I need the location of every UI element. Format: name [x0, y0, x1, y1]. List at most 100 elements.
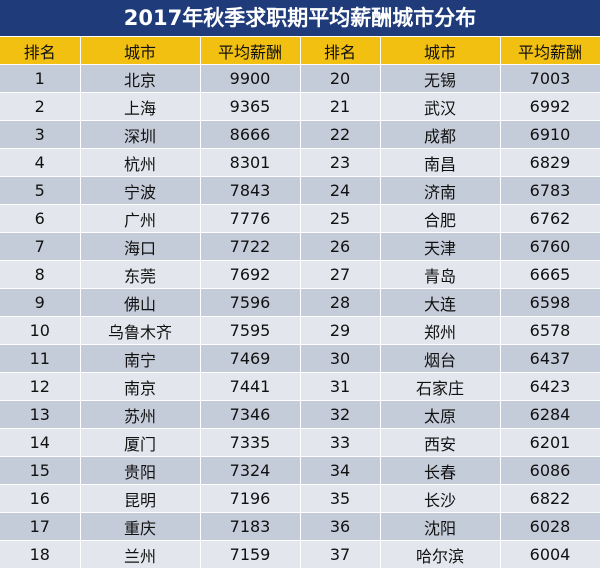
- cell-rank-right: 32: [300, 400, 381, 429]
- cell-salary-left: 7196: [200, 484, 301, 513]
- cell-rank-right: 21: [300, 92, 381, 121]
- cell-salary-right: 6829: [500, 148, 600, 177]
- table-row: 6 广州 7776 25 合肥 6762: [0, 204, 600, 233]
- cell-salary-left: 7469: [200, 344, 301, 373]
- header-salary-right: 平均薪酬: [500, 37, 600, 65]
- cell-rank-left: 16: [0, 484, 81, 513]
- cell-salary-left: 7776: [200, 204, 301, 233]
- table-header-row: 排名 城市 平均薪酬 排名 城市 平均薪酬: [0, 37, 600, 65]
- cell-salary-right: 7003: [500, 64, 600, 93]
- cell-salary-right: 6437: [500, 344, 600, 373]
- cell-salary-right: 6423: [500, 372, 600, 401]
- header-city-right: 城市: [380, 37, 501, 65]
- cell-salary-left: 9900: [200, 64, 301, 93]
- cell-rank-right: 30: [300, 344, 381, 373]
- cell-rank-right: 29: [300, 316, 381, 345]
- cell-salary-left: 7843: [200, 176, 301, 205]
- cell-rank-right: 36: [300, 512, 381, 541]
- cell-city-left: 佛山: [80, 288, 201, 317]
- table-row: 4 杭州 8301 23 南昌 6829: [0, 148, 600, 177]
- cell-city-right: 西安: [380, 428, 501, 457]
- cell-rank-left: 12: [0, 372, 81, 401]
- cell-city-right: 哈尔滨: [380, 540, 501, 569]
- table-row: 10 乌鲁木齐 7595 29 郑州 6578: [0, 316, 600, 345]
- cell-rank-right: 35: [300, 484, 381, 513]
- table-row: 7 海口 7722 26 天津 6760: [0, 232, 600, 261]
- cell-rank-right: 25: [300, 204, 381, 233]
- cell-city-right: 成都: [380, 120, 501, 149]
- cell-salary-right: 6910: [500, 120, 600, 149]
- table-row: 14 厦门 7335 33 西安 6201: [0, 428, 600, 457]
- cell-salary-right: 6578: [500, 316, 600, 345]
- cell-rank-right: 37: [300, 540, 381, 569]
- cell-city-right: 无锡: [380, 64, 501, 93]
- cell-city-right: 郑州: [380, 316, 501, 345]
- cell-salary-right: 6760: [500, 232, 600, 261]
- cell-salary-right: 6284: [500, 400, 600, 429]
- cell-city-left: 南京: [80, 372, 201, 401]
- cell-salary-right: 6598: [500, 288, 600, 317]
- cell-city-right: 长沙: [380, 484, 501, 513]
- cell-city-right: 石家庄: [380, 372, 501, 401]
- cell-city-left: 贵阳: [80, 456, 201, 485]
- cell-city-right: 合肥: [380, 204, 501, 233]
- salary-ranking-table: 排名 城市 平均薪酬 排名 城市 平均薪酬 1 北京 9900 20 无锡 7003 2 上海…: [0, 37, 600, 569]
- cell-city-left: 南宁: [80, 344, 201, 373]
- cell-rank-left: 17: [0, 512, 81, 541]
- cell-city-right: 太原: [380, 400, 501, 429]
- cell-rank-right: 23: [300, 148, 381, 177]
- cell-city-left: 深圳: [80, 120, 201, 149]
- cell-rank-left: 11: [0, 344, 81, 373]
- table-row: 5 宁波 7843 24 济南 6783: [0, 176, 600, 205]
- cell-city-right: 沈阳: [380, 512, 501, 541]
- cell-salary-left: 7335: [200, 428, 301, 457]
- cell-rank-left: 5: [0, 176, 81, 205]
- cell-salary-left: 7596: [200, 288, 301, 317]
- table-row: 16 昆明 7196 35 长沙 6822: [0, 484, 600, 513]
- cell-salary-right: 6762: [500, 204, 600, 233]
- cell-rank-left: 15: [0, 456, 81, 485]
- cell-rank-right: 28: [300, 288, 381, 317]
- table-row: 18 兰州 7159 37 哈尔滨 6004: [0, 540, 600, 569]
- cell-city-right: 青岛: [380, 260, 501, 289]
- page-title: 2017年秋季求职期平均薪酬城市分布: [0, 0, 600, 37]
- cell-rank-right: 27: [300, 260, 381, 289]
- table-row: 3 深圳 8666 22 成都 6910: [0, 120, 600, 149]
- cell-salary-right: 6004: [500, 540, 600, 569]
- cell-rank-left: 9: [0, 288, 81, 317]
- cell-city-left: 上海: [80, 92, 201, 121]
- cell-rank-right: 34: [300, 456, 381, 485]
- cell-city-left: 广州: [80, 204, 201, 233]
- header-salary-left: 平均薪酬: [200, 37, 301, 65]
- table-row: 12 南京 7441 31 石家庄 6423: [0, 372, 600, 401]
- cell-salary-left: 7324: [200, 456, 301, 485]
- table-row: 8 东莞 7692 27 青岛 6665: [0, 260, 600, 289]
- cell-city-right: 济南: [380, 176, 501, 205]
- cell-salary-left: 7595: [200, 316, 301, 345]
- cell-city-left: 昆明: [80, 484, 201, 513]
- cell-city-left: 杭州: [80, 148, 201, 177]
- cell-salary-right: 6783: [500, 176, 600, 205]
- cell-rank-left: 3: [0, 120, 81, 149]
- cell-city-left: 苏州: [80, 400, 201, 429]
- cell-city-left: 东莞: [80, 260, 201, 289]
- cell-rank-right: 31: [300, 372, 381, 401]
- cell-rank-left: 8: [0, 260, 81, 289]
- table-row: 1 北京 9900 20 无锡 7003: [0, 64, 600, 93]
- cell-city-left: 乌鲁木齐: [80, 316, 201, 345]
- cell-salary-right: 6201: [500, 428, 600, 457]
- cell-salary-left: 7722: [200, 232, 301, 261]
- cell-rank-left: 4: [0, 148, 81, 177]
- cell-salary-right: 6028: [500, 512, 600, 541]
- cell-rank-right: 26: [300, 232, 381, 261]
- table-row: 17 重庆 7183 36 沈阳 6028: [0, 512, 600, 541]
- cell-salary-left: 8301: [200, 148, 301, 177]
- cell-city-left: 宁波: [80, 176, 201, 205]
- cell-city-right: 大连: [380, 288, 501, 317]
- header-city-left: 城市: [80, 37, 201, 65]
- cell-salary-left: 7346: [200, 400, 301, 429]
- cell-city-right: 烟台: [380, 344, 501, 373]
- cell-salary-left: 7159: [200, 540, 301, 569]
- cell-salary-left: 7183: [200, 512, 301, 541]
- cell-rank-left: 14: [0, 428, 81, 457]
